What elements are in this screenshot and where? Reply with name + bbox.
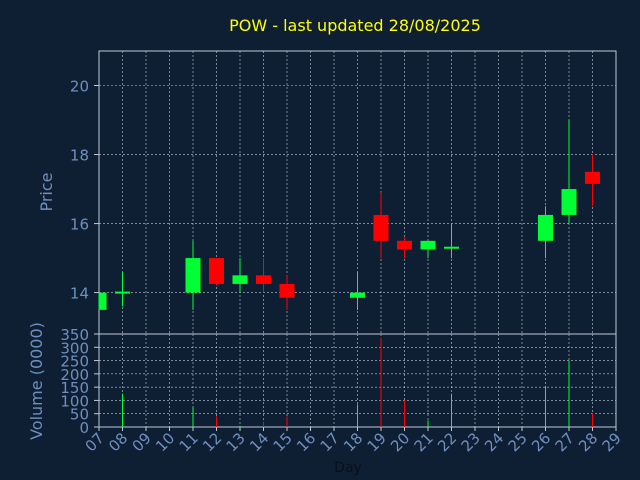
- x-tick-label: 23: [458, 429, 484, 455]
- x-tick-label: 25: [505, 429, 531, 455]
- x-tick-label: 14: [246, 429, 272, 455]
- x-axis-label: Day: [334, 460, 362, 476]
- price-axis-label: Price: [37, 172, 56, 211]
- volume-axis-label: Volume (0000): [27, 322, 46, 440]
- x-tick-label: 24: [481, 429, 507, 455]
- price-tick-label: 20: [70, 78, 89, 96]
- volume-tick-label: 200: [60, 366, 89, 384]
- x-tick-label: 27: [552, 429, 578, 455]
- candle-body: [279, 283, 295, 298]
- x-tick-label: 10: [152, 429, 178, 455]
- volume-tick-label: 250: [60, 353, 89, 371]
- price-tick-label: 14: [70, 285, 89, 303]
- candle-body: [115, 291, 130, 294]
- price-panel: 14 16 18 20 Price: [37, 50, 617, 335]
- x-tick-label: 09: [129, 429, 155, 455]
- x-tick-label: 15: [270, 429, 296, 455]
- candle-body: [232, 275, 248, 284]
- candle-body: [561, 189, 577, 215]
- candle-body: [256, 275, 271, 284]
- candle-body: [373, 214, 389, 241]
- price-tick-label: 16: [70, 216, 89, 234]
- x-tick-label: 28: [575, 429, 601, 455]
- candle-body: [185, 258, 201, 293]
- candle-body: [99, 292, 107, 310]
- price-tick-label: 18: [70, 147, 89, 165]
- volume-tick-label: 350: [60, 326, 89, 344]
- candle-body: [209, 258, 224, 284]
- candle-body: [585, 171, 600, 184]
- x-tick-label: 17: [317, 429, 343, 455]
- x-tick-label: 29: [599, 429, 625, 455]
- x-tick-label: 26: [528, 429, 554, 455]
- candle-body: [397, 240, 412, 250]
- volume-tick-label: 100: [60, 392, 89, 410]
- x-tick-label: 13: [223, 429, 249, 455]
- x-tick-label: 20: [387, 429, 413, 455]
- chart-title: POW - last updated 28/08/2025: [229, 16, 481, 35]
- x-tick-label: 22: [434, 429, 460, 455]
- candle-body: [350, 292, 365, 298]
- x-tick-label: 21: [411, 429, 437, 455]
- x-tick-label: 19: [364, 429, 390, 455]
- price-y-axis: 14 16 18 20: [70, 78, 99, 303]
- volume-tick-label: 50: [70, 406, 89, 424]
- x-tick-label: 11: [176, 429, 202, 455]
- candle-body: [444, 246, 459, 249]
- x-tick-label: 18: [340, 429, 366, 455]
- volume-tick-label: 150: [60, 379, 89, 397]
- volume-bars: [98, 337, 593, 427]
- x-tick-label: 08: [105, 429, 131, 455]
- candles: [98, 120, 600, 310]
- volume-tick-label: 300: [60, 339, 89, 357]
- x-axis-ticks: 0708091011121314151617181920212223242526…: [82, 427, 625, 455]
- candle-body: [420, 240, 436, 250]
- candle-body: [538, 214, 553, 241]
- x-tick-label: 12: [199, 429, 225, 455]
- x-tick-label: 16: [293, 429, 319, 455]
- volume-tick-label: 0: [79, 419, 89, 437]
